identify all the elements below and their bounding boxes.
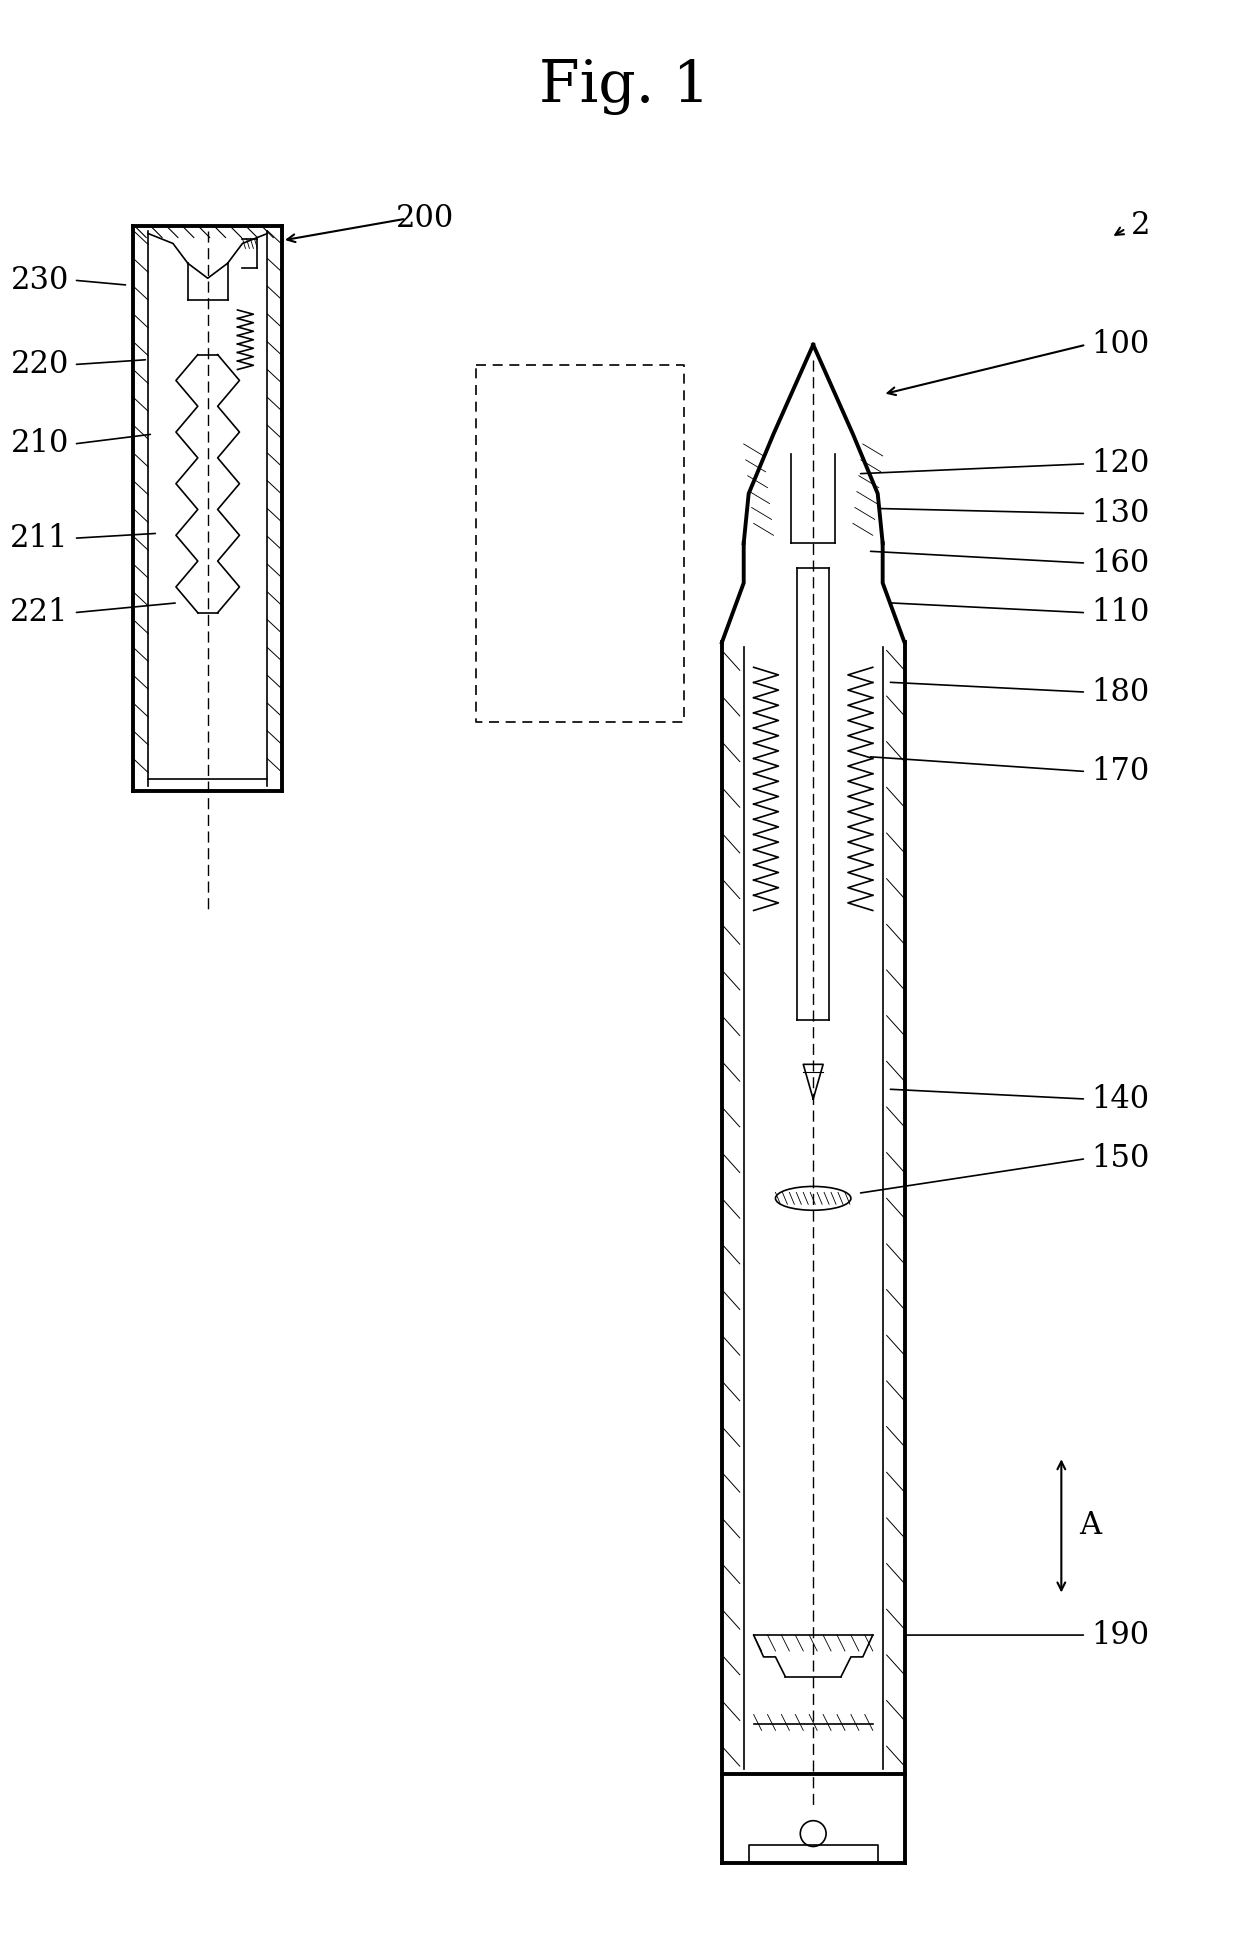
- Text: 120: 120: [1091, 448, 1149, 480]
- Text: 230: 230: [10, 265, 68, 296]
- Text: 100: 100: [1091, 330, 1149, 361]
- Text: Fig. 1: Fig. 1: [539, 58, 711, 115]
- Text: A: A: [1079, 1511, 1101, 1540]
- Text: 200: 200: [397, 203, 455, 234]
- Text: 210: 210: [10, 429, 68, 460]
- Text: 220: 220: [10, 349, 68, 380]
- Text: 130: 130: [1091, 497, 1149, 528]
- Text: 180: 180: [1091, 677, 1149, 708]
- Text: 150: 150: [1091, 1143, 1149, 1174]
- Text: 110: 110: [1091, 597, 1149, 628]
- Text: 2: 2: [1131, 211, 1151, 242]
- Text: 221: 221: [10, 597, 68, 628]
- Text: 190: 190: [1091, 1620, 1149, 1650]
- Text: 140: 140: [1091, 1084, 1149, 1115]
- Text: 160: 160: [1091, 548, 1149, 579]
- Text: 211: 211: [10, 523, 68, 554]
- Text: 170: 170: [1091, 757, 1149, 788]
